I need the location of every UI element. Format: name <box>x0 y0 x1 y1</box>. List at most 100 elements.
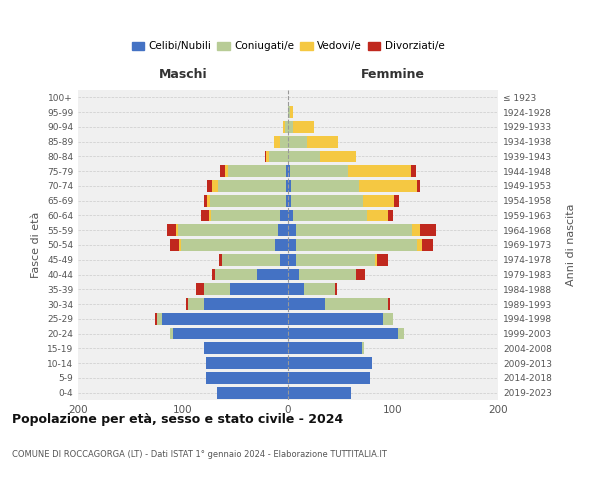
Bar <box>207 180 212 192</box>
Bar <box>286 166 288 177</box>
Bar <box>362 195 394 206</box>
Bar <box>293 121 314 133</box>
Bar <box>286 180 288 192</box>
Bar <box>288 328 398 340</box>
Bar <box>209 210 211 222</box>
Bar <box>288 313 383 324</box>
Bar <box>335 284 337 295</box>
Text: Maschi: Maschi <box>158 68 208 81</box>
Text: Femmine: Femmine <box>361 68 425 81</box>
Bar <box>325 298 388 310</box>
Bar <box>196 284 204 295</box>
Bar <box>288 150 320 162</box>
Bar <box>215 268 257 280</box>
Bar <box>179 239 181 251</box>
Bar <box>417 180 420 192</box>
Bar <box>170 239 179 251</box>
Bar <box>383 313 393 324</box>
Bar <box>288 180 291 192</box>
Bar <box>291 195 362 206</box>
Bar <box>201 210 209 222</box>
Bar <box>288 106 290 118</box>
Bar <box>307 136 338 147</box>
Bar <box>210 195 286 206</box>
Text: COMUNE DI ROCCAGORGA (LT) - Dati ISTAT 1° gennaio 2024 - Elaborazione TUTTITALIA: COMUNE DI ROCCAGORGA (LT) - Dati ISTAT 1… <box>12 450 387 459</box>
Bar <box>288 372 370 384</box>
Bar <box>275 239 288 251</box>
Bar <box>162 313 288 324</box>
Bar <box>299 268 356 280</box>
Bar <box>290 106 293 118</box>
Bar <box>288 268 299 280</box>
Bar <box>280 210 288 222</box>
Bar <box>417 239 422 251</box>
Bar <box>288 386 351 398</box>
Bar <box>204 284 230 295</box>
Bar <box>155 313 157 324</box>
Bar <box>285 121 288 133</box>
Bar <box>288 210 293 222</box>
Bar <box>277 224 288 236</box>
Bar <box>296 254 375 266</box>
Bar <box>286 195 288 206</box>
Bar <box>361 342 364 354</box>
Bar <box>257 268 288 280</box>
Text: Popolazione per età, sesso e stato civile - 2024: Popolazione per età, sesso e stato civil… <box>12 412 343 426</box>
Bar <box>212 268 215 280</box>
Bar <box>288 254 296 266</box>
Bar <box>207 195 210 206</box>
Bar <box>206 372 288 384</box>
Bar <box>218 180 286 192</box>
Bar <box>293 210 367 222</box>
Bar <box>178 224 277 236</box>
Bar <box>359 180 417 192</box>
Bar <box>265 150 266 162</box>
Bar <box>288 298 325 310</box>
Bar <box>288 342 361 354</box>
Bar <box>388 210 393 222</box>
Bar <box>356 268 365 280</box>
Bar <box>266 150 269 162</box>
Bar <box>421 224 436 236</box>
Bar <box>291 180 359 192</box>
Bar <box>228 166 286 177</box>
Bar <box>288 121 293 133</box>
Bar <box>167 224 176 236</box>
Bar <box>377 254 388 266</box>
Bar <box>204 342 288 354</box>
Bar <box>422 239 433 251</box>
Bar <box>211 210 280 222</box>
Bar <box>206 357 288 369</box>
Bar <box>367 210 388 222</box>
Bar <box>188 298 204 310</box>
Bar <box>173 328 288 340</box>
Bar <box>348 166 411 177</box>
Bar <box>388 298 390 310</box>
Bar <box>288 357 372 369</box>
Y-axis label: Anni di nascita: Anni di nascita <box>566 204 576 286</box>
Bar <box>217 386 288 398</box>
Bar <box>296 224 412 236</box>
Bar <box>204 298 288 310</box>
Bar <box>170 328 173 340</box>
Bar <box>212 180 218 192</box>
Bar <box>218 254 222 266</box>
Bar <box>288 224 296 236</box>
Bar <box>157 313 162 324</box>
Bar <box>288 195 291 206</box>
Bar <box>280 254 288 266</box>
Bar <box>304 284 335 295</box>
Bar <box>394 195 400 206</box>
Legend: Celibi/Nubili, Coniugati/e, Vedovi/e, Divorziati/e: Celibi/Nubili, Coniugati/e, Vedovi/e, Di… <box>130 40 446 54</box>
Bar <box>288 136 307 147</box>
Bar <box>222 254 280 266</box>
Y-axis label: Fasce di età: Fasce di età <box>31 212 41 278</box>
Bar <box>411 166 416 177</box>
Bar <box>375 254 377 266</box>
Bar <box>290 166 348 177</box>
Bar <box>230 284 288 295</box>
Bar <box>288 284 304 295</box>
Bar <box>176 224 178 236</box>
Bar <box>283 121 285 133</box>
Bar <box>320 150 356 162</box>
